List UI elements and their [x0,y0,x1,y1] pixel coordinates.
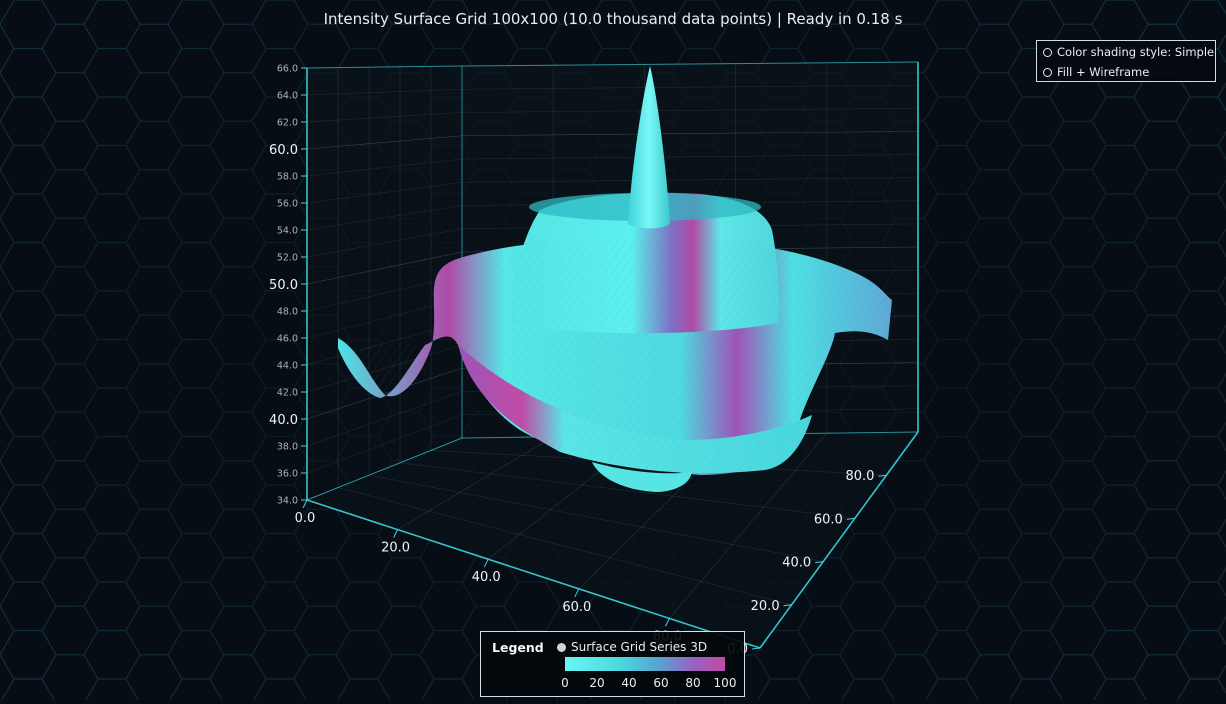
frame-edge [306,437,463,501]
z-tick-mark [878,474,887,477]
radio-icon[interactable] [1043,47,1052,57]
x-tick-mark [302,499,308,509]
y-tick-label: 42.0 [277,388,298,399]
series-dot-icon [557,642,566,652]
y-tick-label: 66.0 [277,64,298,75]
y-tick-label: 56.0 [277,199,298,210]
y-tick-label: 40.0 [269,413,298,428]
back-wall-left [307,66,462,500]
legend-series-label: Surface Grid Series 3D [571,640,708,654]
x-tick-mark [393,529,399,538]
radio-icon[interactable] [1043,67,1052,77]
z-tick-mark [783,604,792,607]
chart-title: Intensity Surface Grid 100x100 (10.0 tho… [323,10,903,28]
surface-bottom-bowl [592,462,692,492]
legend-tick-label: 20 [589,676,605,690]
x-tick-label: 0.0 [295,511,316,526]
legend-color-scale [565,657,725,671]
surface-grid-series-3d [338,66,892,492]
legend-tick-label: 60 [653,676,669,690]
frame-edge [306,65,463,69]
shading-style-option[interactable]: Color shading style: Simple [1043,43,1214,61]
y-tick-label: 44.0 [277,361,298,372]
y-tick-label: 50.0 [269,278,298,293]
floor [307,432,918,648]
z-tick-label: 60.0 [814,512,843,527]
y-tick-label: 64.0 [277,91,298,102]
shading-style-label: Color shading style: Simple [1057,45,1215,59]
y-tick-label: 38.0 [277,442,298,453]
legend-tick-label: 0 [561,676,569,690]
surface-central-spike [628,66,670,229]
z-tick-mark [846,517,855,520]
x-tick-mark [664,618,670,627]
z-tick-label: 80.0 [845,469,874,484]
y-tick-label: 46.0 [277,334,298,345]
legend: Legend Surface Grid Series 3D 0 20 40 60 80 1… [480,631,745,697]
fill-wireframe-option[interactable]: Fill + Wireframe [1043,63,1149,81]
y-tick-label: 54.0 [277,226,298,237]
x-tick-label: 20.0 [381,541,410,556]
fill-wireframe-label: Fill + Wireframe [1057,65,1150,79]
legend-series-entry[interactable]: Surface Grid Series 3D [557,640,707,654]
z-tick-mark [751,647,761,650]
x-tick-mark [483,558,489,568]
z-grid-line [368,474,824,562]
z-tick-label: 20.0 [751,599,780,614]
legend-tick-label: 80 [685,676,701,690]
y-tick-label: 62.0 [277,118,298,129]
z-grid-line [399,462,855,519]
legend-tick-label: 40 [621,676,637,690]
x-tick-label: 60.0 [562,600,591,615]
z-tick-mark [815,561,824,564]
y-axis: 40.0 50.0 60.0 34.0 36.0 38.0 42.0 44.0 46.0 48.0… [269,64,307,507]
x-tick-mark [574,588,580,598]
options-panel: Color shading style: Simple Fill + Wiref… [1036,40,1216,82]
legend-tick-label: 100 [713,676,737,690]
x-grid-line [397,436,554,530]
y-tick-label: 36.0 [277,469,298,480]
y-tick-label: 52.0 [277,253,298,264]
y-tick-label: 60.0 [269,143,298,158]
y-tick-label: 58.0 [277,172,298,183]
legend-title: Legend [492,640,544,655]
z-tick-label: 40.0 [782,556,811,571]
x-grid-line [669,433,828,619]
frame-edge [759,431,919,649]
x-tick-label: 40.0 [472,570,501,585]
frame-edge [461,61,919,67]
y-tick-label: 34.0 [277,496,298,507]
z-grid-line [337,487,792,606]
frame-edge [306,499,761,649]
y-tick-label: 48.0 [277,307,298,318]
